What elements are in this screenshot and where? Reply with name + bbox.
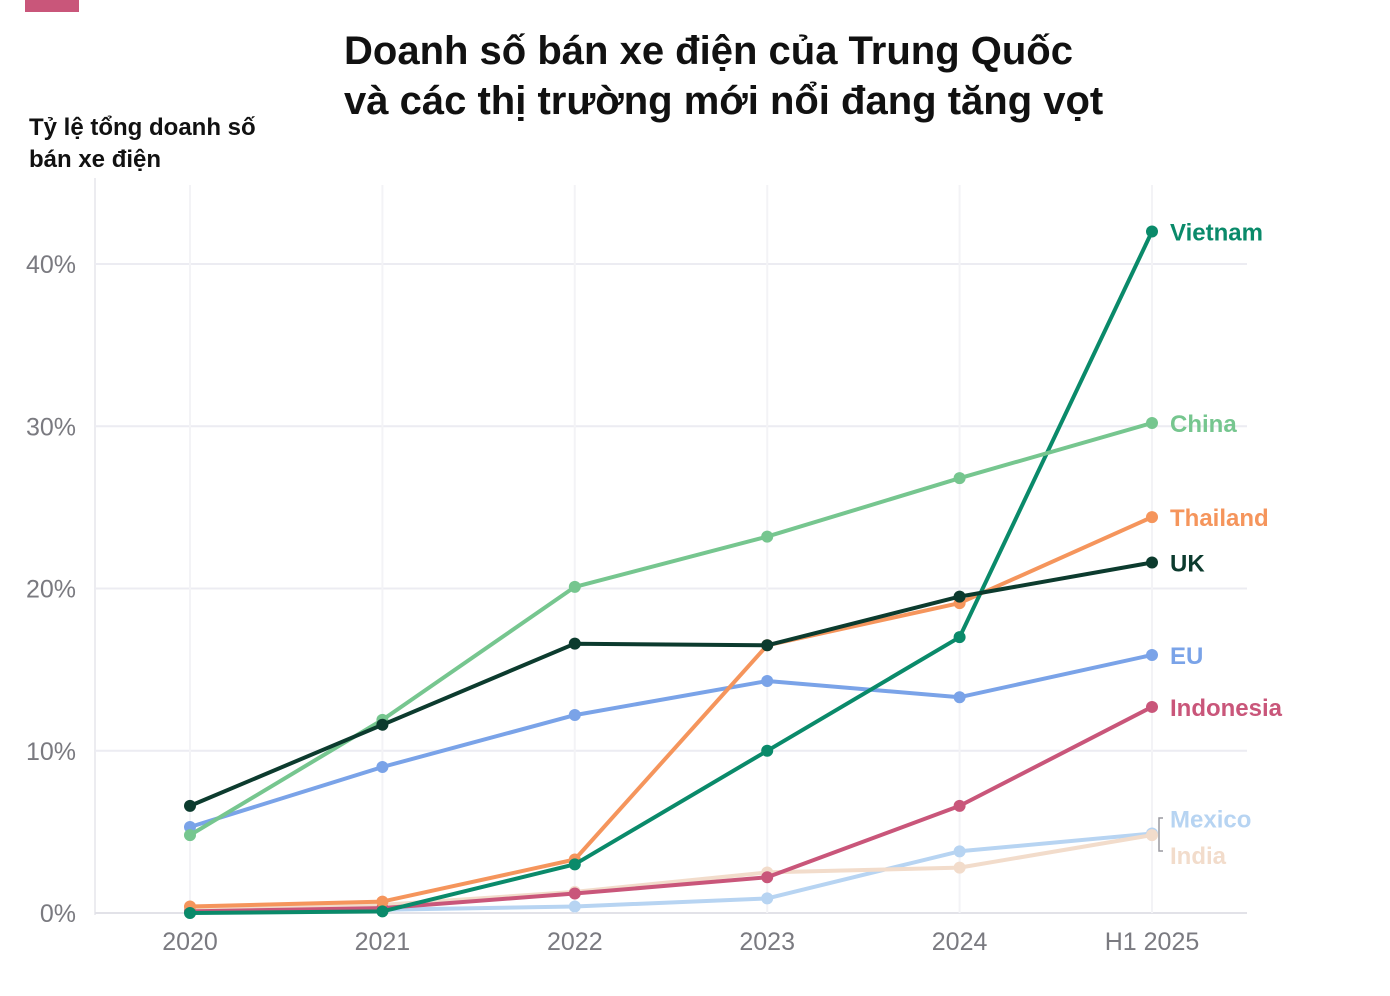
series-line-thailand — [188, 515, 1154, 909]
data-point-eu-2021 — [376, 760, 389, 773]
data-point-eu-2023 — [761, 674, 774, 687]
data-point-china-2024 — [953, 472, 966, 485]
x-tick-label-2020: 2020 — [162, 928, 218, 956]
y-axis-label: Tỷ lệ tổng doanh số bán xe điện — [29, 112, 256, 176]
y-axis-label-line-1: Tỷ lệ tổng doanh số — [29, 114, 256, 141]
corner-accent-tab — [25, 0, 79, 12]
series-line-indonesia — [188, 704, 1154, 914]
data-point-indonesia-2023 — [761, 871, 774, 884]
series-label-eu: EU — [1170, 643, 1203, 670]
data-point-vietnam-2024 — [953, 631, 966, 644]
y-tick-label-40: 40% — [26, 251, 76, 279]
y-tick-label-20: 20% — [26, 576, 76, 604]
series-line-vietnam — [188, 229, 1154, 915]
data-point-china-h1-2025 — [1146, 417, 1158, 430]
chart-title-line-2: và các thị trường mới nổi đang tăng vọt — [344, 79, 1104, 123]
chart-title-line-1: Doanh số bán xe điện của Trung Quốc — [344, 29, 1073, 73]
x-tick-label-2024: 2024 — [932, 928, 988, 956]
data-point-india-h1-2025 — [1146, 829, 1158, 842]
data-point-thailand-2021 — [376, 895, 389, 908]
data-point-eu-2024 — [953, 691, 966, 704]
data-point-china-2020 — [184, 829, 196, 842]
data-point-india-2024 — [953, 861, 966, 874]
data-point-uk-2024 — [953, 590, 966, 603]
label-bracket — [1158, 817, 1163, 852]
data-point-mexico-2024 — [953, 845, 966, 858]
series-line-india — [188, 833, 1154, 912]
y-axis-label-line-2: bán xe điện — [29, 146, 162, 173]
series-line-eu — [188, 653, 1154, 829]
series-label-vietnam: Vietnam — [1170, 220, 1263, 247]
data-point-vietnam-2021 — [376, 905, 389, 918]
data-point-china-2022 — [568, 580, 581, 593]
x-tick-label-2023: 2023 — [739, 928, 795, 956]
series-label-mexico: Mexico — [1170, 806, 1251, 833]
y-tick-label-10: 10% — [26, 738, 76, 766]
data-point-vietnam-h1-2025 — [1146, 225, 1158, 238]
series-line-uk — [188, 560, 1154, 808]
data-point-mexico-2023 — [761, 892, 774, 905]
data-point-eu-h1-2025 — [1146, 649, 1158, 662]
y-tick-label-0: 0% — [40, 900, 76, 928]
data-point-vietnam-2020 — [184, 907, 196, 919]
data-point-indonesia-2022 — [568, 887, 581, 900]
data-point-uk-2021 — [376, 718, 389, 731]
data-point-uk-2020 — [184, 799, 196, 812]
data-point-indonesia-h1-2025 — [1146, 700, 1158, 713]
data-point-thailand-h1-2025 — [1146, 511, 1158, 524]
data-point-uk-2022 — [568, 637, 581, 650]
data-point-uk-h1-2025 — [1146, 556, 1158, 569]
x-tick-label-2022: 2022 — [547, 928, 603, 956]
series-label-thailand: Thailand — [1170, 505, 1269, 532]
series-line-mexico — [188, 831, 1154, 912]
data-point-vietnam-2022 — [568, 858, 581, 871]
x-tick-label-h1-2025: H1 2025 — [1105, 928, 1200, 956]
series-label-china: China — [1170, 411, 1237, 438]
y-tick-label-30: 30% — [26, 413, 76, 441]
series-label-india: India — [1170, 843, 1227, 870]
series-label-uk: UK — [1170, 551, 1205, 578]
data-point-mexico-2022 — [568, 900, 581, 913]
data-point-china-2023 — [761, 530, 774, 543]
series-line-china — [188, 421, 1154, 838]
chart-title: Doanh số bán xe điện của Trung Quốc và c… — [344, 26, 1244, 126]
data-point-vietnam-2023 — [761, 744, 774, 757]
data-point-eu-2022 — [568, 709, 581, 722]
series-label-indonesia: Indonesia — [1170, 695, 1283, 722]
x-tick-label-2021: 2021 — [355, 928, 411, 956]
data-point-uk-2023 — [761, 639, 774, 652]
data-point-indonesia-2024 — [953, 799, 966, 812]
